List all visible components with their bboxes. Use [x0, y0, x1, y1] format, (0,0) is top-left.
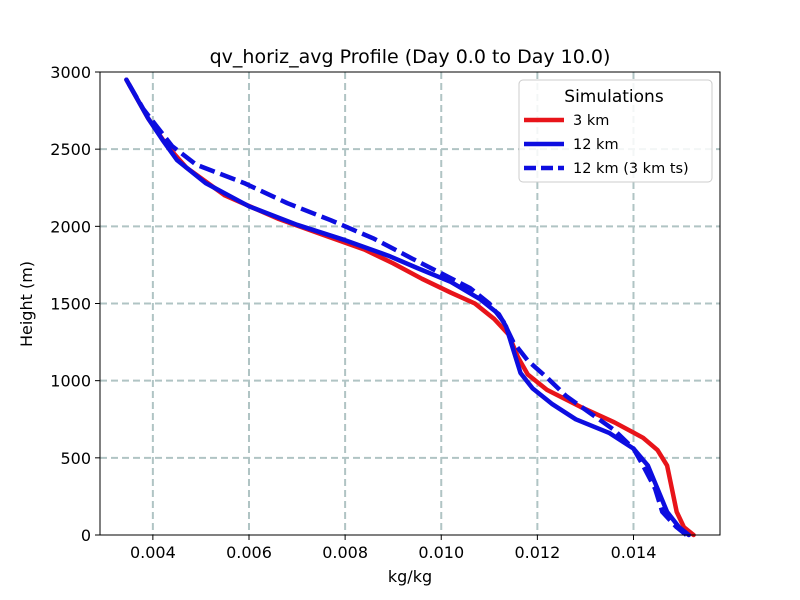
legend-box [518, 79, 713, 183]
series-line-12-km-3-km-ts [124, 78, 688, 537]
legend-items: 3 km 12 km 12 km (3 km ts) [524, 113, 689, 177]
legend-label: 3 km [573, 113, 609, 129]
chart-title: qv_horiz_avg Profile (Day 0.0 to Day 10.… [210, 46, 611, 68]
x-tick-label: 0.006 [226, 543, 272, 562]
x-axis-title: kg/kg [388, 567, 432, 586]
data-series [124, 77, 696, 538]
y-tick-label: 0 [81, 526, 91, 545]
legend-label: 12 km (3 km ts) [573, 161, 689, 177]
legend-label: 12 km [573, 137, 619, 153]
y-tick-label: 3000 [50, 63, 91, 82]
legend-title: Simulations [564, 87, 664, 107]
x-tick-label: 0.014 [611, 543, 657, 562]
x-tick-label: 0.004 [130, 543, 176, 562]
y-tick-label: 2000 [50, 217, 91, 236]
x-tick-label: 0.008 [322, 543, 368, 562]
legend: Simulations 3 km 12 km 12 km (3 km ts) [518, 79, 713, 183]
y-axis-title: Height (m) [17, 261, 36, 347]
x-tick-label: 0.012 [514, 543, 560, 562]
y-tick-label: 1500 [50, 295, 91, 314]
y-tick-label: 1000 [50, 372, 91, 391]
y-tick-label: 2500 [50, 140, 91, 159]
axis-ticks: 0.004 0.006 0.008 0.010 0.012 0.014 0 500 1000 15… [50, 63, 656, 562]
y-tick-label: 500 [60, 449, 91, 468]
x-tick-label: 0.010 [418, 543, 464, 562]
